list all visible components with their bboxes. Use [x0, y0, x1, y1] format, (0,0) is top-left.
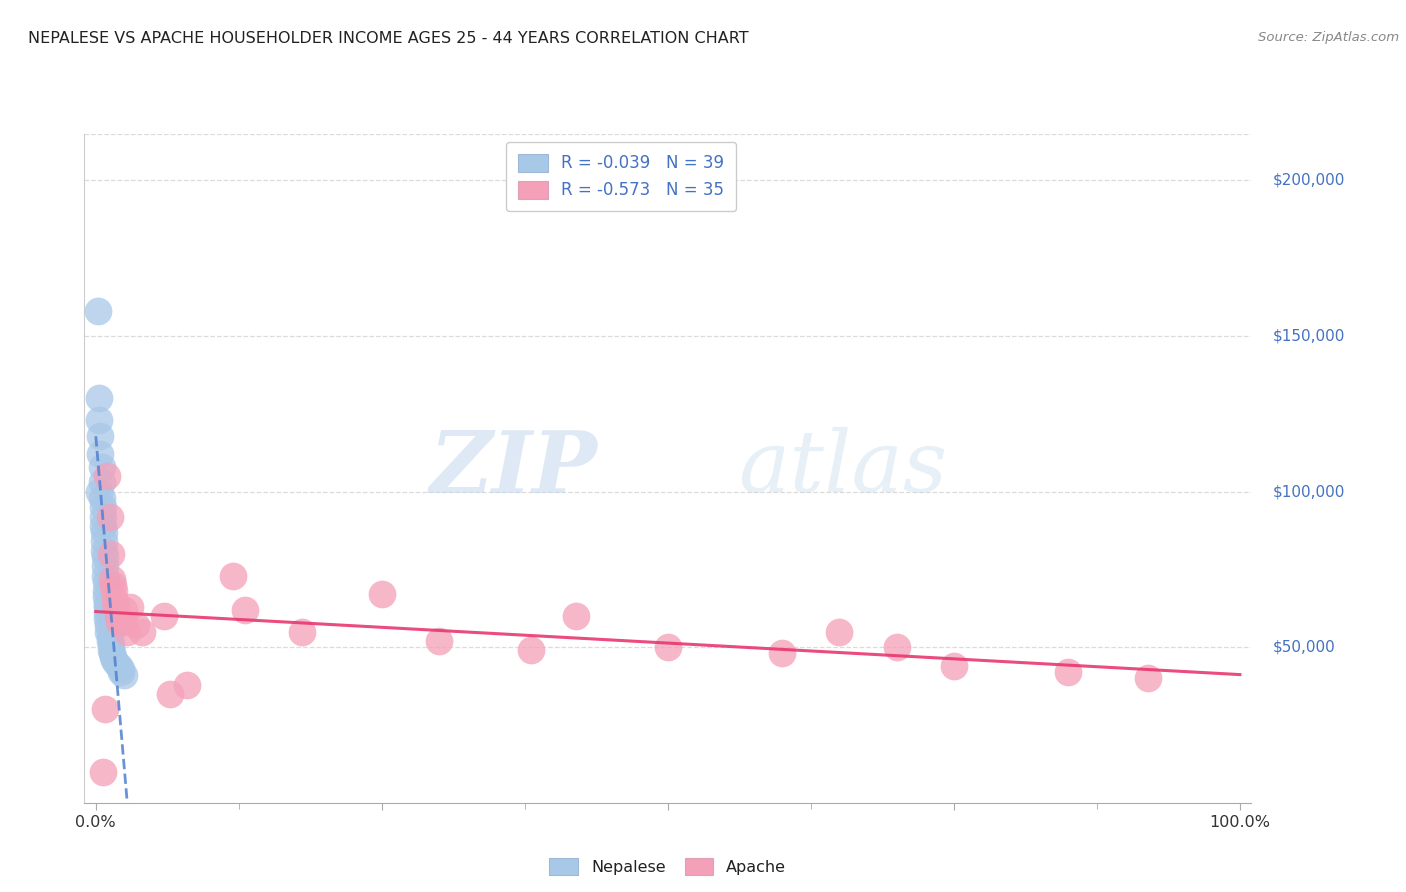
Point [565, 609, 588, 624]
Point [94, 574, 117, 589]
Point [91, 764, 114, 779]
Text: atlas: atlas [738, 427, 948, 509]
Text: $50,000: $50,000 [1272, 640, 1336, 655]
Point [1057, 665, 1080, 679]
Point [91, 500, 114, 515]
Point [112, 603, 135, 617]
Point [101, 649, 124, 664]
Point [1137, 671, 1160, 685]
Text: $200,000: $200,000 [1272, 173, 1344, 188]
Point [101, 572, 124, 586]
Point [101, 647, 124, 661]
Point [91, 519, 114, 533]
Point [100, 637, 122, 651]
Point [93, 543, 115, 558]
Point [371, 587, 394, 601]
Point [101, 578, 124, 592]
Point [104, 593, 127, 607]
Point [89, 484, 111, 499]
Point [120, 599, 142, 614]
Point [942, 659, 965, 673]
Point [115, 624, 138, 639]
Legend: Nepalese, Apache: Nepalese, Apache [543, 852, 793, 882]
Point [96, 599, 118, 614]
Point [107, 659, 129, 673]
Point [159, 687, 181, 701]
Point [770, 647, 793, 661]
Text: $150,000: $150,000 [1272, 328, 1344, 343]
Point [96, 606, 118, 620]
Point [97, 618, 120, 632]
Point [105, 656, 128, 670]
Point [100, 547, 122, 561]
Point [427, 634, 450, 648]
Point [233, 603, 256, 617]
Point [89, 428, 111, 442]
Point [94, 568, 117, 582]
Point [90, 475, 112, 490]
Point [291, 624, 314, 639]
Point [98, 509, 121, 524]
Point [176, 677, 198, 691]
Text: NEPALESE VS APACHE HOUSEHOLDER INCOME AGES 25 - 44 YEARS CORRELATION CHART: NEPALESE VS APACHE HOUSEHOLDER INCOME AG… [28, 31, 749, 46]
Point [222, 568, 245, 582]
Point [153, 609, 176, 624]
Point [98, 628, 121, 642]
Point [110, 665, 132, 679]
Point [90, 491, 112, 505]
Point [100, 643, 122, 657]
Point [103, 653, 125, 667]
Point [107, 615, 129, 630]
Point [89, 447, 111, 461]
Point [93, 525, 115, 540]
Point [96, 469, 118, 483]
Point [105, 599, 128, 614]
Point [87, 304, 110, 318]
Point [107, 609, 129, 624]
Point [112, 615, 135, 630]
Point [89, 413, 111, 427]
Point [90, 459, 112, 474]
Point [91, 509, 114, 524]
Point [94, 559, 117, 574]
Point [125, 618, 148, 632]
Point [886, 640, 908, 655]
Text: ZIP: ZIP [430, 426, 598, 510]
Text: Source: ZipAtlas.com: Source: ZipAtlas.com [1258, 31, 1399, 45]
Point [98, 634, 121, 648]
Point [103, 584, 125, 599]
Point [828, 624, 851, 639]
Point [112, 668, 135, 682]
Point [519, 643, 541, 657]
Point [131, 624, 153, 639]
Text: $100,000: $100,000 [1272, 484, 1344, 500]
Point [96, 612, 118, 626]
Point [97, 624, 120, 639]
Point [94, 584, 117, 599]
Point [94, 549, 117, 564]
Point [110, 662, 132, 676]
Point [657, 640, 679, 655]
Point [94, 591, 117, 605]
Point [96, 597, 118, 611]
Point [94, 702, 117, 716]
Point [93, 534, 115, 549]
Point [89, 392, 111, 406]
